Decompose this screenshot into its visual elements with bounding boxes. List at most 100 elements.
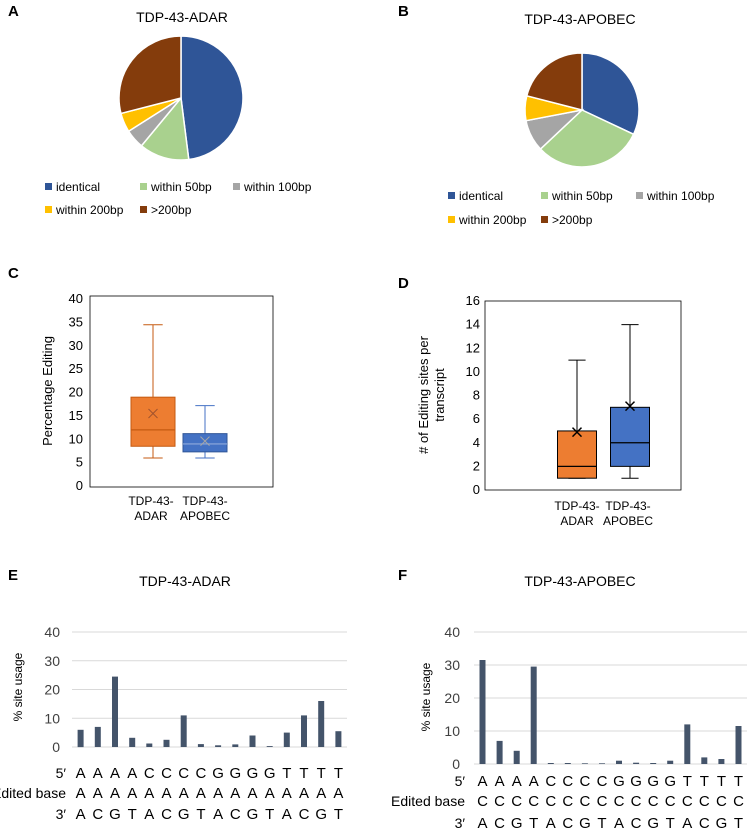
bar-e-seq-base: C [161,765,172,782]
bar-e-bar-7 [180,715,187,747]
bar-f-seq-base: G [647,815,659,828]
bar-f-seq-base: T [683,773,692,790]
bar-f-seq-base: T [734,773,743,790]
bar-e-seq-base: C [230,806,241,823]
bar-f-ytick-label: 30 [444,657,460,673]
panel-letter-e: E [8,567,18,584]
box-c-frame [89,295,274,488]
legend-b-swatch-within50 [541,192,548,199]
bar-e-bar-4 [129,737,136,747]
bar-e-seq-base: C [92,806,103,823]
bar-e-seq-base: C [161,806,172,823]
bar-f-seq-base: C [494,793,505,810]
box-d-ylabel-line2: transcript [432,368,447,422]
bar-f-seq-base: C [665,793,676,810]
bar-e-seq-base: A [76,765,86,782]
bar-e-seq-base: A [299,785,309,802]
bar-e-ytick-label: 30 [44,653,60,669]
bar-f-bar-3 [513,750,520,764]
legend-b-swatch-within100 [636,192,643,199]
bar-f-seq-row-label: 5′ [455,773,466,789]
bar-e-seq-base: A [196,785,206,802]
bar-f-bar-6 [564,763,571,764]
bar-e-seq-row-label: Edited base [0,785,66,801]
bar-f-seq-base: C [562,793,573,810]
bar-f-seq-base: G [613,773,625,790]
pie-b-legend: identical within 50bp within 100bp withi… [448,189,715,227]
bar-e-seq-base: A [230,785,240,802]
box-d-adar-box [557,430,597,479]
bar-e-bar-1 [77,729,84,748]
bar-f-ytick-label: 10 [444,723,460,739]
bar-e-seq-base: A [93,765,103,782]
bar-f-bar-12 [667,760,674,764]
bar-e-seq-base: A [76,785,86,802]
box-c-ytick-label: 25 [69,361,83,376]
bar-e-seq-base: A [282,785,292,802]
box-d-apobec-mean-marker [624,401,636,412]
bar-f-seq-base: C [733,793,744,810]
bar-f-seq-base: C [614,793,625,810]
bar-e-bar-14 [301,715,307,747]
bar-e-seq-base: T [196,806,205,823]
bar-f-bar-1 [479,660,486,764]
box-plot-c: Percentage Editing TDP-43- ADAR TDP-43- … [40,291,274,523]
bar-e-bar-3 [112,676,118,747]
box-c-ytick-label: 30 [69,338,83,353]
legend-b-swatch-within200 [448,216,455,223]
bar-f-bar-2 [496,740,503,764]
pie-b-title: TDP-43-APOBEC [524,11,635,27]
bar-e-seq-base: A [247,785,257,802]
box-d-ytick-label: 6 [473,411,480,426]
bar-f-seq-base: A [477,815,487,828]
bar-f-seq-base: C [648,793,659,810]
bar-f-bar-14 [701,757,708,764]
box-d-ytick-label: 16 [466,293,480,308]
box-c-apobec-mean-marker [200,436,210,446]
bar-e-seq-base: G [109,806,121,823]
bar-e-seq-base: T [334,765,343,782]
bar-e-ylabel: % site usage [11,652,25,721]
box-c-xlabel-adar-2: ADAR [134,509,168,523]
box-c-ytick-label: 0 [76,478,83,493]
pie-a-legend: identical within 50bp within 100bp withi… [45,180,312,217]
legend-a-label-within100: within 100bp [243,180,312,194]
bar-f-bar-5 [547,763,554,764]
bar-f-bar-16 [735,726,742,764]
bar-f-seq-base: A [614,815,624,828]
bar-e-ytick-label: 20 [44,682,60,698]
bar-e-bar-9 [215,745,222,747]
bar-e-ytick-label: 0 [52,739,60,755]
bar-f-seq-base: C [597,773,608,790]
bar-e-seq-base: G [229,765,241,782]
bar-f-bar-13 [684,724,691,764]
bar-e-seq-base: T [128,806,137,823]
bar-f-seq-base: A [495,773,505,790]
bar-f-seq-base: T [529,815,538,828]
bar-e-seq-base: G [212,765,224,782]
bar-f-bar-11 [650,763,657,764]
bar-f-seq-base: A [529,773,539,790]
bar-e-seq-base: A [213,806,223,823]
bar-f-seq-base: C [631,815,642,828]
box-d-xlabel-adar-2: ADAR [560,514,594,528]
bar-f-seq-base: A [682,815,692,828]
bar-e-seq-base: A [110,785,120,802]
legend-a-label-over200: >200bp [151,203,192,217]
bar-f-seq-base: A [512,773,522,790]
bar-f-seq-base: C [631,793,642,810]
box-c-ytick-label: 15 [69,408,83,423]
legend-b-label-within50: within 50bp [551,189,613,203]
box-d-frame [484,300,682,491]
legend-a-swatch-within100 [233,183,240,190]
bar-f-seq-base: C [545,793,556,810]
bar-e-seq-base: A [161,785,171,802]
legend-b-label-identical: identical [459,189,503,203]
bar-f-seq-row-label: Edited base [391,793,465,809]
bar-e-bar-13 [283,732,290,747]
bar-e-seq-base: T [299,765,308,782]
bar-e-bar-8 [197,744,204,747]
legend-a-swatch-identical [45,183,52,190]
